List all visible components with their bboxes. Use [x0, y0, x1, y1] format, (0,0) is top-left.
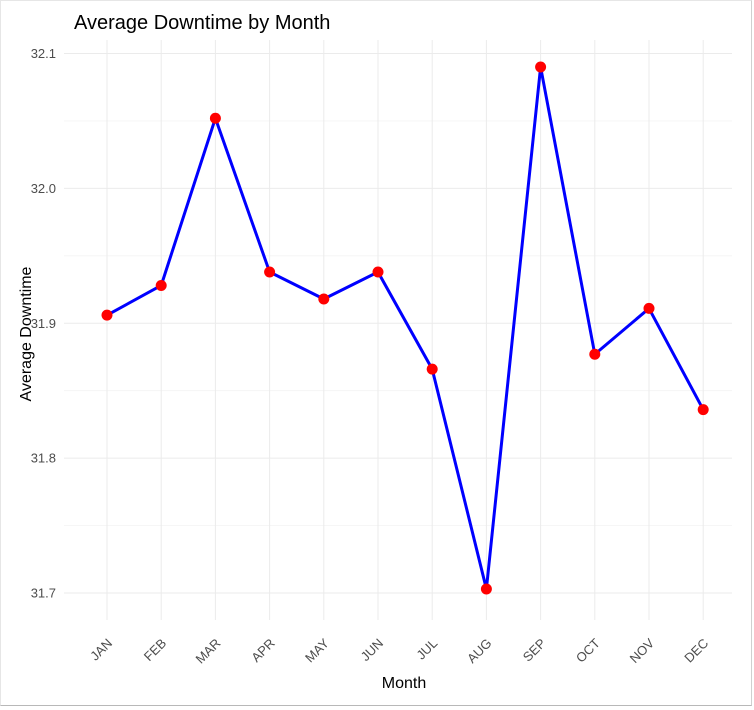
- y-axis-ticks: 31.7 31.8 31.9 32.0 32.1: [31, 46, 56, 601]
- x-axis-ticks: JAN FEB MAR APR MAY JUN JUL AUG SEP OCT NOV DEC: [87, 635, 711, 666]
- y-tick-label: 31.7: [31, 586, 56, 601]
- data-point: [426, 363, 438, 375]
- chart-title: Average Downtime by Month: [74, 12, 330, 34]
- data-point: [209, 112, 221, 124]
- x-tick-label: NOV: [627, 635, 658, 666]
- series-downtime: [101, 61, 709, 595]
- x-tick-label: MAR: [192, 636, 223, 667]
- x-tick-label: DEC: [681, 636, 711, 666]
- x-tick-label: AUG: [464, 636, 495, 667]
- x-tick-label: SEP: [520, 636, 549, 665]
- y-tick-label: 31.9: [31, 316, 56, 331]
- grid-lines: [64, 40, 732, 620]
- x-tick-label: JUL: [413, 636, 440, 663]
- data-point: [535, 61, 547, 73]
- x-tick-label: APR: [248, 636, 278, 666]
- data-point: [643, 302, 655, 314]
- x-tick-label: JAN: [87, 636, 115, 664]
- y-tick-label: 32.1: [31, 46, 56, 61]
- x-axis-title: Month: [382, 675, 426, 692]
- data-point: [480, 583, 492, 595]
- y-tick-label: 32.0: [31, 181, 56, 196]
- data-point: [372, 266, 384, 278]
- data-point: [318, 293, 330, 305]
- x-tick-label: MAY: [302, 635, 332, 665]
- data-point: [264, 266, 276, 278]
- x-tick-label: OCT: [573, 635, 603, 665]
- data-point: [101, 309, 113, 321]
- x-tick-label: FEB: [141, 636, 169, 664]
- data-point: [589, 348, 601, 360]
- y-tick-label: 31.8: [31, 451, 56, 466]
- series-line: [106, 65, 705, 591]
- x-tick-label: JUN: [358, 636, 386, 664]
- data-point: [155, 279, 167, 291]
- y-axis-title: Average Downtime: [18, 266, 35, 401]
- data-point: [697, 404, 709, 416]
